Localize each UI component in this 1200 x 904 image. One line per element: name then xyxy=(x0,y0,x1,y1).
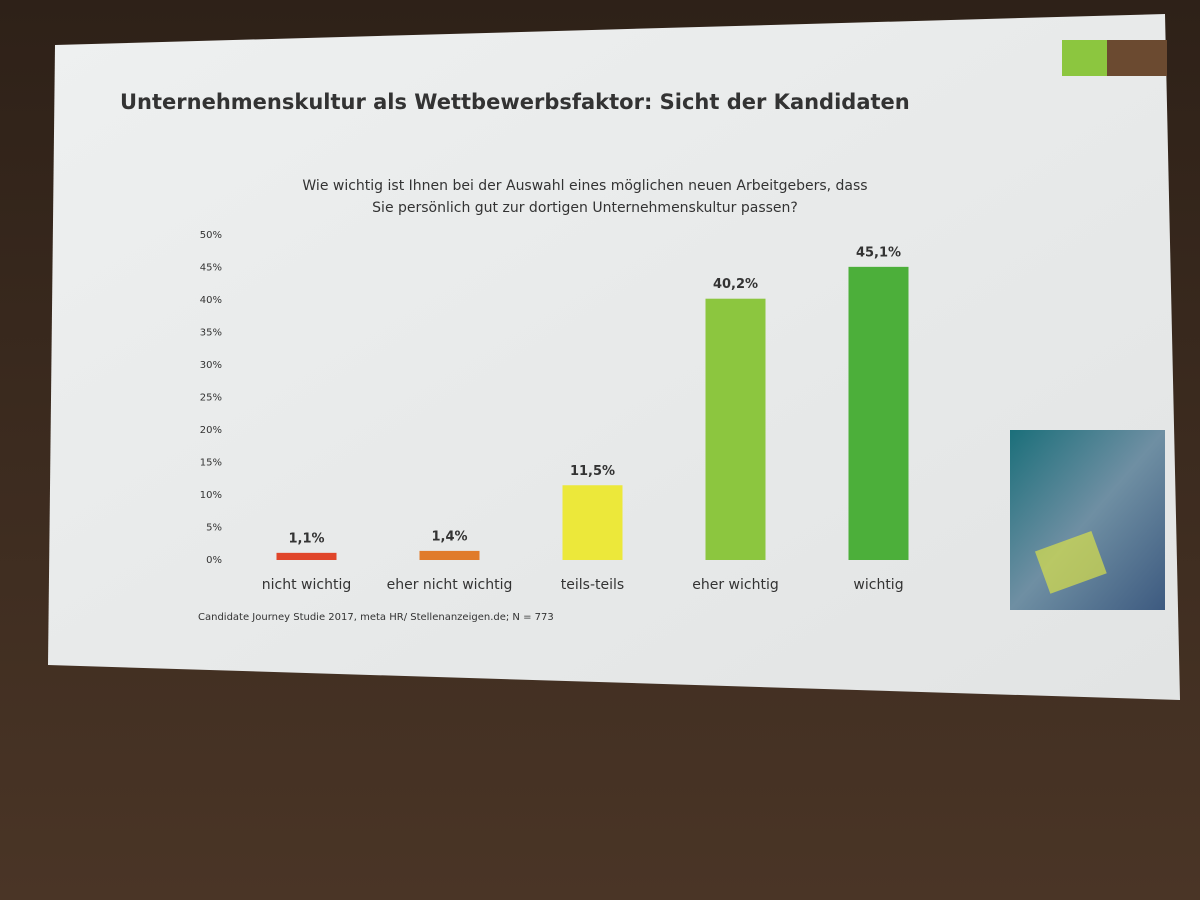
x-tick-label: wichtig xyxy=(853,577,903,593)
y-tick-label: 50% xyxy=(200,230,222,241)
data-label: 45,1% xyxy=(856,245,901,260)
y-tick-label: 10% xyxy=(200,490,222,501)
data-label: 40,2% xyxy=(713,277,758,292)
data-label: 11,5% xyxy=(570,464,615,479)
data-label: 1,4% xyxy=(431,529,467,544)
y-tick-label: 45% xyxy=(200,263,222,274)
bar xyxy=(419,550,480,560)
logo-mark xyxy=(1062,40,1107,76)
logo-band xyxy=(1107,40,1167,76)
report-cover-accent xyxy=(1034,530,1107,594)
y-tick-label: 25% xyxy=(200,393,222,404)
y-tick-label: 35% xyxy=(200,328,222,339)
report-cover xyxy=(1010,430,1165,610)
chart-title: Sie persönlich gut zur dortigen Unterneh… xyxy=(372,200,798,216)
bar xyxy=(848,266,909,560)
x-tick-label: eher wichtig xyxy=(692,577,778,593)
bar xyxy=(276,552,337,560)
data-label: 1,1% xyxy=(288,531,324,546)
x-tick-label: nicht wichtig xyxy=(262,577,351,593)
bar xyxy=(705,298,766,560)
y-tick-label: 20% xyxy=(200,425,222,436)
y-tick-label: 40% xyxy=(200,295,222,306)
chart-title: Wie wichtig ist Ihnen bei der Auswahl ei… xyxy=(302,178,867,194)
y-tick-label: 5% xyxy=(206,523,222,534)
y-tick-label: 15% xyxy=(200,458,222,469)
x-tick-label: teils-teils xyxy=(561,577,624,593)
x-tick-label: eher nicht wichtig xyxy=(387,577,513,593)
source-note: Candidate Journey Studie 2017, meta HR/ … xyxy=(198,612,554,623)
y-tick-label: 0% xyxy=(206,555,222,566)
y-tick-label: 30% xyxy=(200,360,222,371)
slide-title: Unternehmenskultur als Wettbewerbsfaktor… xyxy=(120,90,910,114)
bar xyxy=(562,485,623,560)
